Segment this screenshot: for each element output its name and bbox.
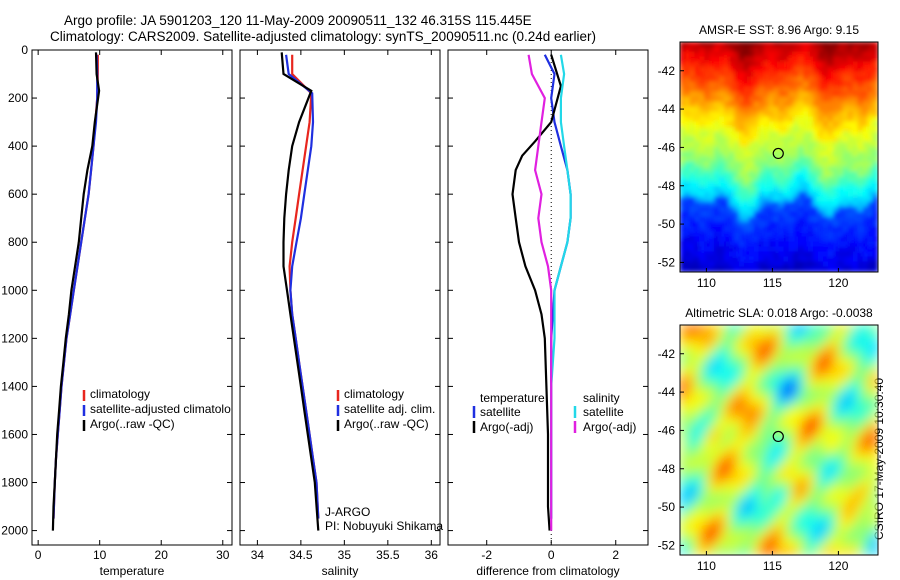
x-tick-label: 115	[763, 559, 782, 573]
legend-label: Argo(..raw -QC)	[344, 417, 429, 431]
y-tick-label: 800	[8, 235, 28, 249]
series-line-2	[51, 52, 101, 531]
map-panel-1: AMSR-E SST: 8.96 Argo: 9.15 110 115 120 -42 -…	[658, 23, 879, 290]
legend-label: Argo(-adj)	[480, 420, 533, 434]
series-line-2	[280, 52, 320, 531]
annotation-text: PI: Nobuyuki Shikama	[325, 519, 443, 533]
x-tick-label: 34	[251, 548, 265, 562]
profile-location-marker	[772, 430, 784, 443]
legend-label: temperature	[480, 391, 545, 405]
x-tick-label: 110	[697, 276, 716, 290]
legend-label: Argo(-adj)	[583, 420, 636, 434]
x-tick-label: 0	[548, 548, 555, 562]
y-tick-label: -50	[658, 217, 676, 231]
x-tick-label: 30	[216, 548, 230, 562]
x-tick-label: 35.5	[376, 548, 400, 562]
map-title: AMSR-E SST: 8.96 Argo: 9.15	[699, 23, 859, 37]
y-tick-label: -42	[658, 64, 676, 78]
x-axis-label: salinity	[322, 564, 359, 578]
figure-title-line1: Argo profile: JA 5901203_120 11-May-2009…	[64, 13, 532, 28]
profile-panel-1: 34 34.5 35 35.5 36 salinity climatologysatelli…	[239, 49, 443, 578]
y-tick-label: -52	[658, 255, 676, 269]
y-tick-label: 1400	[1, 379, 28, 393]
y-tick-label: 2000	[1, 524, 28, 538]
profile-panel-0: 0 10 20 30 0 200 400 600 800 1000 1200 1400 1600 1800…	[1, 43, 233, 578]
y-tick-label: 600	[8, 187, 28, 201]
y-tick-label: -44	[658, 385, 676, 399]
profile-location-marker	[772, 147, 784, 160]
legend-label: climatology	[90, 387, 150, 401]
x-tick-label: 2	[612, 548, 619, 562]
x-tick-label: 120	[828, 276, 848, 290]
x-tick-label: 20	[155, 548, 169, 562]
y-tick-label: 0	[21, 43, 28, 57]
legend-label: salinity	[583, 391, 620, 405]
legend-label: climatology	[344, 387, 404, 401]
legend-label: satellite adj. clim.	[344, 402, 435, 416]
y-tick-label: 1600	[1, 427, 28, 441]
y-tick-label: 1000	[1, 283, 28, 297]
map-field	[680, 325, 878, 555]
x-tick-label: 115	[763, 276, 782, 290]
x-axis-label: difference from climatology	[476, 564, 619, 578]
y-tick-label: -46	[658, 423, 676, 437]
figure-title-line2: Climatology: CARS2009. Satellite-adjuste…	[50, 29, 597, 44]
x-axis-label: temperature	[100, 564, 165, 578]
y-tick-label: -44	[658, 102, 676, 116]
series-line-1	[511, 54, 563, 531]
y-tick-label: -50	[658, 500, 676, 514]
x-tick-label: 110	[697, 559, 716, 573]
map-title: Altimetric SLA: 0.018 Argo: -0.0038	[685, 306, 873, 320]
y-tick-label: 1800	[1, 476, 28, 490]
y-tick-label: -48	[658, 462, 676, 476]
x-tick-label: 35	[338, 548, 352, 562]
x-tick-label: 120	[828, 559, 848, 573]
annotation-text: J-ARGO	[325, 505, 370, 519]
y-tick-label: 1200	[1, 331, 28, 345]
y-tick-label: -48	[658, 179, 676, 193]
x-tick-label: -2	[481, 548, 492, 562]
x-tick-label: 34.5	[289, 548, 313, 562]
y-tick-label: 400	[8, 139, 28, 153]
map-frame	[679, 41, 879, 273]
plot-frame	[239, 49, 441, 546]
plot-frame	[31, 49, 233, 546]
y-tick-label: -52	[658, 538, 676, 552]
legend-label: satellite	[480, 405, 521, 419]
map-frame	[679, 324, 879, 556]
legend-label: Argo(..raw -QC)	[90, 417, 175, 431]
legend-label: satellite	[583, 405, 624, 419]
profile-panel-2: -2 0 2 difference from climatology temperatu…	[447, 49, 649, 578]
y-tick-label: -42	[658, 347, 676, 361]
legend-label: satellite-adjusted climatolo	[90, 402, 231, 416]
x-tick-label: 36	[425, 548, 439, 562]
y-tick-label: 200	[8, 91, 28, 105]
map-field	[680, 42, 878, 272]
map-panel-2: Altimetric SLA: 0.018 Argo: -0.0038 110 11…	[658, 306, 879, 573]
x-tick-label: 10	[93, 548, 107, 562]
y-tick-label: -46	[658, 140, 676, 154]
series-line-3	[527, 54, 553, 531]
x-tick-label: 0	[35, 548, 42, 562]
series-line-1	[285, 54, 320, 519]
